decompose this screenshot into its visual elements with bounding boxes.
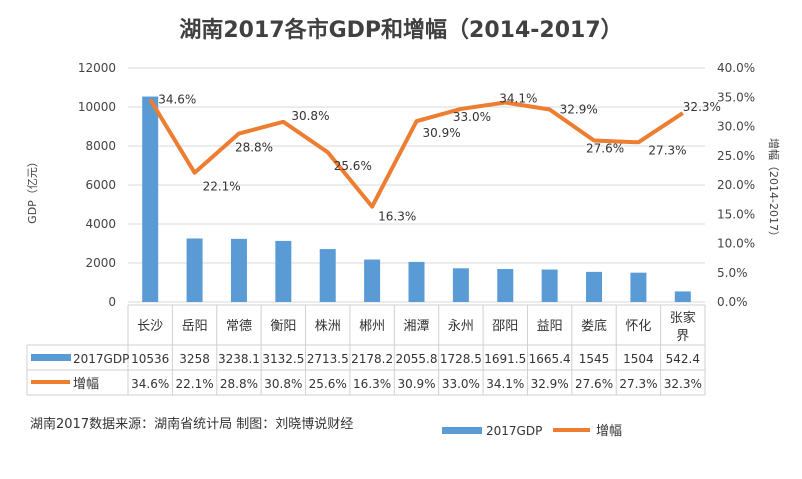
bar-张家界: [674, 291, 691, 302]
table-growth-value: 27.6%: [575, 377, 613, 391]
source-note: 湖南2017数据来源：湖南省统计局 制图：刘晓博说财经: [30, 417, 354, 432]
table-gdp-value: 1728.5: [440, 352, 482, 366]
table-gdp-value: 2713.5: [307, 352, 349, 366]
bar-岳阳: [186, 238, 203, 302]
y2-tick-label: 25.0%: [717, 149, 755, 163]
table-series-name: 2017GDP: [73, 352, 129, 366]
category-label: 益阳: [537, 319, 563, 334]
category-label: 郴州: [359, 319, 385, 334]
chart-title: 湖南2017各市GDP和增幅（2014-2017）: [179, 18, 623, 43]
table-series-name: 增幅: [73, 377, 99, 392]
table-gdp-value: 10536: [131, 352, 169, 366]
table-growth-value: 34.1%: [486, 377, 524, 391]
legend-bar-key: [442, 427, 482, 434]
y-tick-label: 2000: [85, 256, 116, 270]
table-growth-value: 34.6%: [131, 377, 169, 391]
bar-长沙: [142, 96, 159, 302]
table-growth-value: 30.9%: [397, 377, 435, 391]
category-label: 岳阳: [182, 319, 208, 334]
table-gdp-value: 3258: [179, 352, 210, 366]
y-axis-title: GDP（亿元）: [26, 156, 39, 224]
y2-tick-label: 15.0%: [717, 207, 755, 221]
bar-邵阳: [497, 269, 514, 302]
table-growth-value: 32.9%: [531, 377, 569, 391]
category-label: 衡阳: [270, 319, 296, 334]
growth-line: [148, 98, 684, 209]
table-gdp-value: 3238.1: [218, 352, 260, 366]
table-gdp-value: 2055.8: [396, 352, 438, 366]
line-data-label: 30.8%: [291, 109, 329, 123]
table-growth-value: 30.8%: [264, 377, 302, 391]
bar-郴州: [364, 259, 381, 302]
y2-tick-label: 20.0%: [717, 178, 755, 192]
line-data-label: 30.9%: [423, 126, 461, 140]
bar-株洲: [319, 249, 336, 302]
category-label: 永州: [448, 319, 474, 334]
y2-tick-label: 40.0%: [717, 61, 755, 75]
line-data-label: 34.1%: [499, 92, 537, 106]
table-gdp-value: 542.4: [666, 352, 700, 366]
category-label: 界: [676, 329, 689, 344]
bar-怀化: [630, 272, 647, 302]
line-data-label: 33.0%: [453, 110, 491, 124]
bar-衡阳: [275, 240, 292, 302]
line-data-label: 27.6%: [586, 142, 624, 156]
y-tick-label: 10000: [78, 100, 116, 114]
table-legend-bar-key: [31, 354, 71, 361]
y-tick-label: 12000: [78, 61, 116, 75]
table-growth-value: 28.8%: [220, 377, 258, 391]
line-data-label: 34.6%: [158, 93, 196, 107]
table-growth-value: 22.1%: [176, 377, 214, 391]
legend-label: 2017GDP: [486, 424, 542, 438]
table-growth-value: 32.3%: [664, 377, 702, 391]
category-label: 邵阳: [492, 319, 518, 334]
y2-tick-label: 35.0%: [717, 90, 755, 104]
bar-常德: [230, 238, 247, 302]
y-tick-label: 0: [108, 295, 116, 309]
line-data-label: 25.6%: [334, 159, 372, 173]
table-gdp-value: 1665.4: [529, 352, 571, 366]
bar-湘潭: [408, 261, 425, 302]
y2-tick-label: 10.0%: [717, 237, 755, 251]
y-tick-label: 8000: [85, 139, 116, 153]
table-growth-value: 33.0%: [442, 377, 480, 391]
table-gdp-value: 1691.5: [484, 352, 526, 366]
category-label: 娄底: [581, 318, 607, 334]
bar-永州: [452, 268, 469, 302]
category-label: 株洲: [315, 319, 341, 334]
table-gdp-value: 2178.2: [351, 352, 393, 366]
line-data-label: 32.3%: [683, 100, 721, 114]
line-data-label: 32.9%: [560, 103, 598, 117]
category-label: 湘潭: [403, 319, 429, 334]
category-label: 常德: [226, 319, 252, 334]
y-tick-label: 6000: [85, 178, 116, 192]
category-label: 怀化: [625, 319, 651, 334]
legend-label: 增幅: [596, 424, 622, 439]
y2-tick-label: 5.0%: [717, 266, 748, 280]
y-tick-label: 4000: [85, 217, 116, 231]
table-gdp-value: 1504: [623, 352, 654, 366]
table-growth-value: 27.3%: [619, 377, 657, 391]
y2-axis-title: 增幅（2014-2017）: [767, 138, 781, 242]
category-label: 长沙: [137, 319, 163, 334]
y2-tick-label: 0.0%: [717, 295, 748, 309]
line-data-label: 16.3%: [378, 210, 416, 224]
bar-娄底: [586, 271, 603, 302]
y2-tick-label: 30.0%: [717, 120, 755, 134]
table-gdp-value: 1545: [579, 352, 610, 366]
table-gdp-value: 3132.5: [262, 352, 304, 366]
category-label: 张家: [670, 310, 696, 326]
table-growth-value: 16.3%: [353, 377, 391, 391]
line-data-label: 22.1%: [203, 180, 241, 194]
line-data-label: 28.8%: [235, 141, 273, 155]
table-growth-value: 25.6%: [309, 377, 347, 391]
bar-益阳: [541, 269, 558, 302]
line-data-label: 27.3%: [648, 143, 686, 157]
